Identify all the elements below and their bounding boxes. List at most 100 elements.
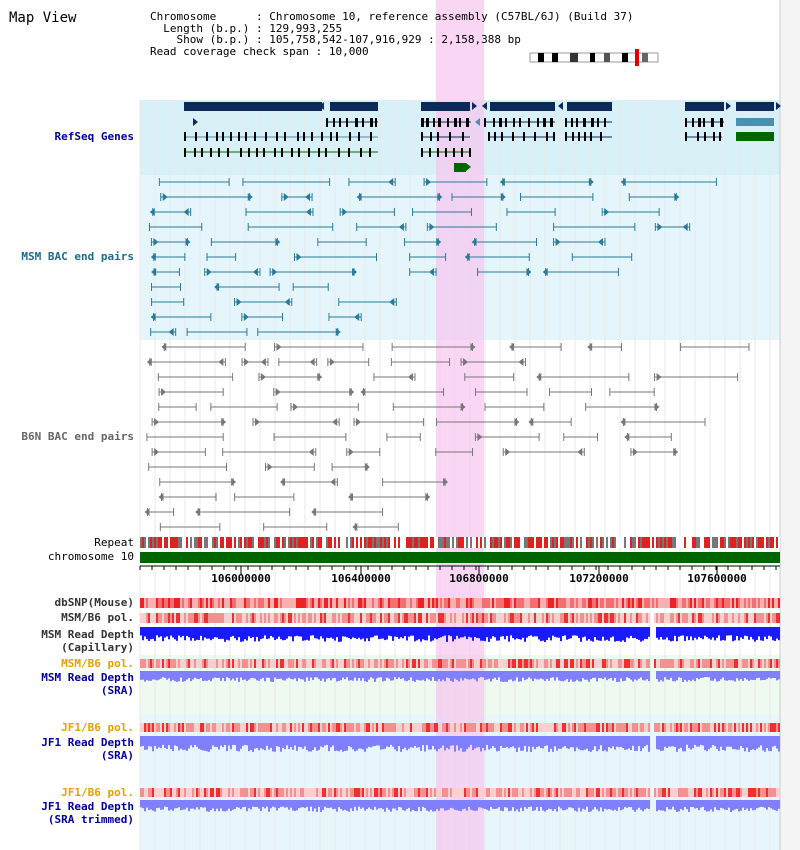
read-depth-bar: [604, 800, 606, 809]
read-depth-bar: [774, 671, 776, 678]
read-depth-bar: [352, 736, 354, 750]
heat-cell: [468, 613, 470, 623]
heat-cell: [774, 659, 776, 668]
heat-cell: [404, 613, 406, 623]
heat-cell: [262, 788, 264, 797]
heat-cell: [772, 598, 774, 608]
read-depth-bar: [478, 671, 480, 678]
read-depth-bar: [626, 736, 628, 750]
read-depth-bar: [140, 800, 142, 808]
heat-cell: [488, 598, 490, 608]
track-label-msm-b6-pol[interactable]: MSM/B6 pol.: [61, 611, 134, 624]
read-depth-bar: [570, 671, 572, 680]
read-depth-bar: [656, 671, 658, 680]
heat-cell: [208, 788, 210, 797]
heat-cell: [256, 659, 258, 668]
read-depth-bar: [632, 671, 634, 682]
heat-cell: [646, 788, 648, 797]
read-depth-bar: [600, 736, 602, 746]
track-label-jf1-b6-pol[interactable]: JF1/B6 pol.: [61, 721, 134, 734]
heat-cell: [464, 613, 466, 623]
track-label-jf1-depth[interactable]: JF1 Read Depth: [41, 736, 134, 749]
heat-cell: [618, 659, 620, 668]
read-depth-bar: [234, 627, 236, 639]
read-depth-bar: [362, 736, 364, 750]
track-label-b6n-bac[interactable]: B6N BAC end pairs: [21, 430, 134, 443]
read-depth-bar: [466, 627, 468, 640]
track-label-msm-b6-pol-sra[interactable]: MSM/B6 pol.: [61, 657, 134, 670]
heat-cell: [420, 613, 422, 623]
heat-cell: [426, 723, 428, 732]
heat-cell: [250, 659, 252, 668]
track-label-chromosome[interactable]: chromosome 10: [47, 550, 134, 563]
read-depth-bar: [642, 736, 644, 749]
heat-cell: [760, 788, 762, 797]
track-label-dbsnp[interactable]: dbSNP(Mouse): [54, 596, 134, 609]
track-label-jf1-depth-trimmed[interactable]: JF1 Read Depth: [41, 800, 134, 813]
heat-cell: [694, 598, 696, 608]
read-depth-bar: [432, 736, 434, 746]
repeat-element: [704, 537, 706, 548]
heat-cell: [616, 723, 618, 732]
repeat-element: [528, 537, 530, 548]
repeat-element: [278, 537, 280, 548]
heat-cell: [382, 598, 384, 608]
read-depth-bar: [568, 736, 570, 749]
heat-cell: [410, 613, 412, 623]
track-label-msm-depth-sra[interactable]: MSM Read Depth: [41, 671, 134, 684]
repeat-element: [192, 537, 194, 548]
heat-cell: [260, 723, 262, 732]
track-label-repeat[interactable]: Repeat: [94, 536, 134, 549]
repeat-element: [714, 537, 716, 548]
track-label-msm-bac[interactable]: MSM BAC end pairs: [21, 250, 134, 263]
track-label-jf1-b6-pol-trimmed[interactable]: JF1/B6 pol.: [61, 786, 134, 799]
read-depth-bar: [754, 627, 756, 642]
read-depth-bar: [478, 627, 480, 639]
exon: [227, 148, 229, 157]
heat-cell: [334, 788, 336, 797]
heat-cell: [740, 723, 742, 732]
read-depth-bar: [764, 671, 766, 680]
read-depth-bar: [140, 671, 142, 680]
heat-cell: [708, 723, 710, 732]
repeat-element: [700, 537, 702, 548]
heat-cell: [700, 723, 702, 732]
heat-cell: [420, 659, 422, 668]
bac-end-arrow: [276, 343, 282, 351]
heat-cell: [614, 598, 616, 608]
heat-cell: [552, 598, 554, 608]
read-depth-bar: [640, 671, 642, 678]
heat-cell: [140, 659, 142, 668]
heat-cell: [470, 598, 472, 608]
heat-cell: [424, 613, 426, 623]
track-label-refseq[interactable]: RefSeq Genes: [54, 130, 134, 143]
heat-cell: [760, 659, 762, 668]
read-depth-bar: [562, 627, 564, 637]
heat-cell: [174, 723, 176, 732]
track-label-msm-depth-capillary[interactable]: MSM Read Depth: [41, 628, 134, 641]
right-margin: [780, 0, 800, 850]
repeat-element: [604, 537, 606, 548]
read-depth-bar: [458, 671, 460, 682]
read-depth-bar: [322, 671, 324, 679]
read-depth-bar: [746, 671, 748, 680]
heat-cell: [694, 613, 696, 623]
read-depth-bar: [388, 671, 390, 679]
heat-cell: [282, 788, 284, 797]
read-depth-bar: [254, 627, 256, 642]
read-depth-bar: [292, 671, 294, 680]
read-depth-bar: [720, 736, 722, 747]
read-depth-bar: [572, 627, 574, 636]
heat-cell: [754, 788, 756, 797]
heat-cell: [140, 788, 142, 797]
heat-cell: [620, 723, 622, 732]
heat-cell: [172, 723, 174, 732]
heat-cell: [600, 788, 602, 797]
heat-cell: [638, 659, 640, 668]
read-depth-bar: [200, 736, 202, 750]
read-depth-bar: [506, 736, 508, 747]
heat-cell: [716, 788, 718, 797]
heat-cell: [160, 613, 162, 623]
heat-cell: [700, 659, 702, 668]
